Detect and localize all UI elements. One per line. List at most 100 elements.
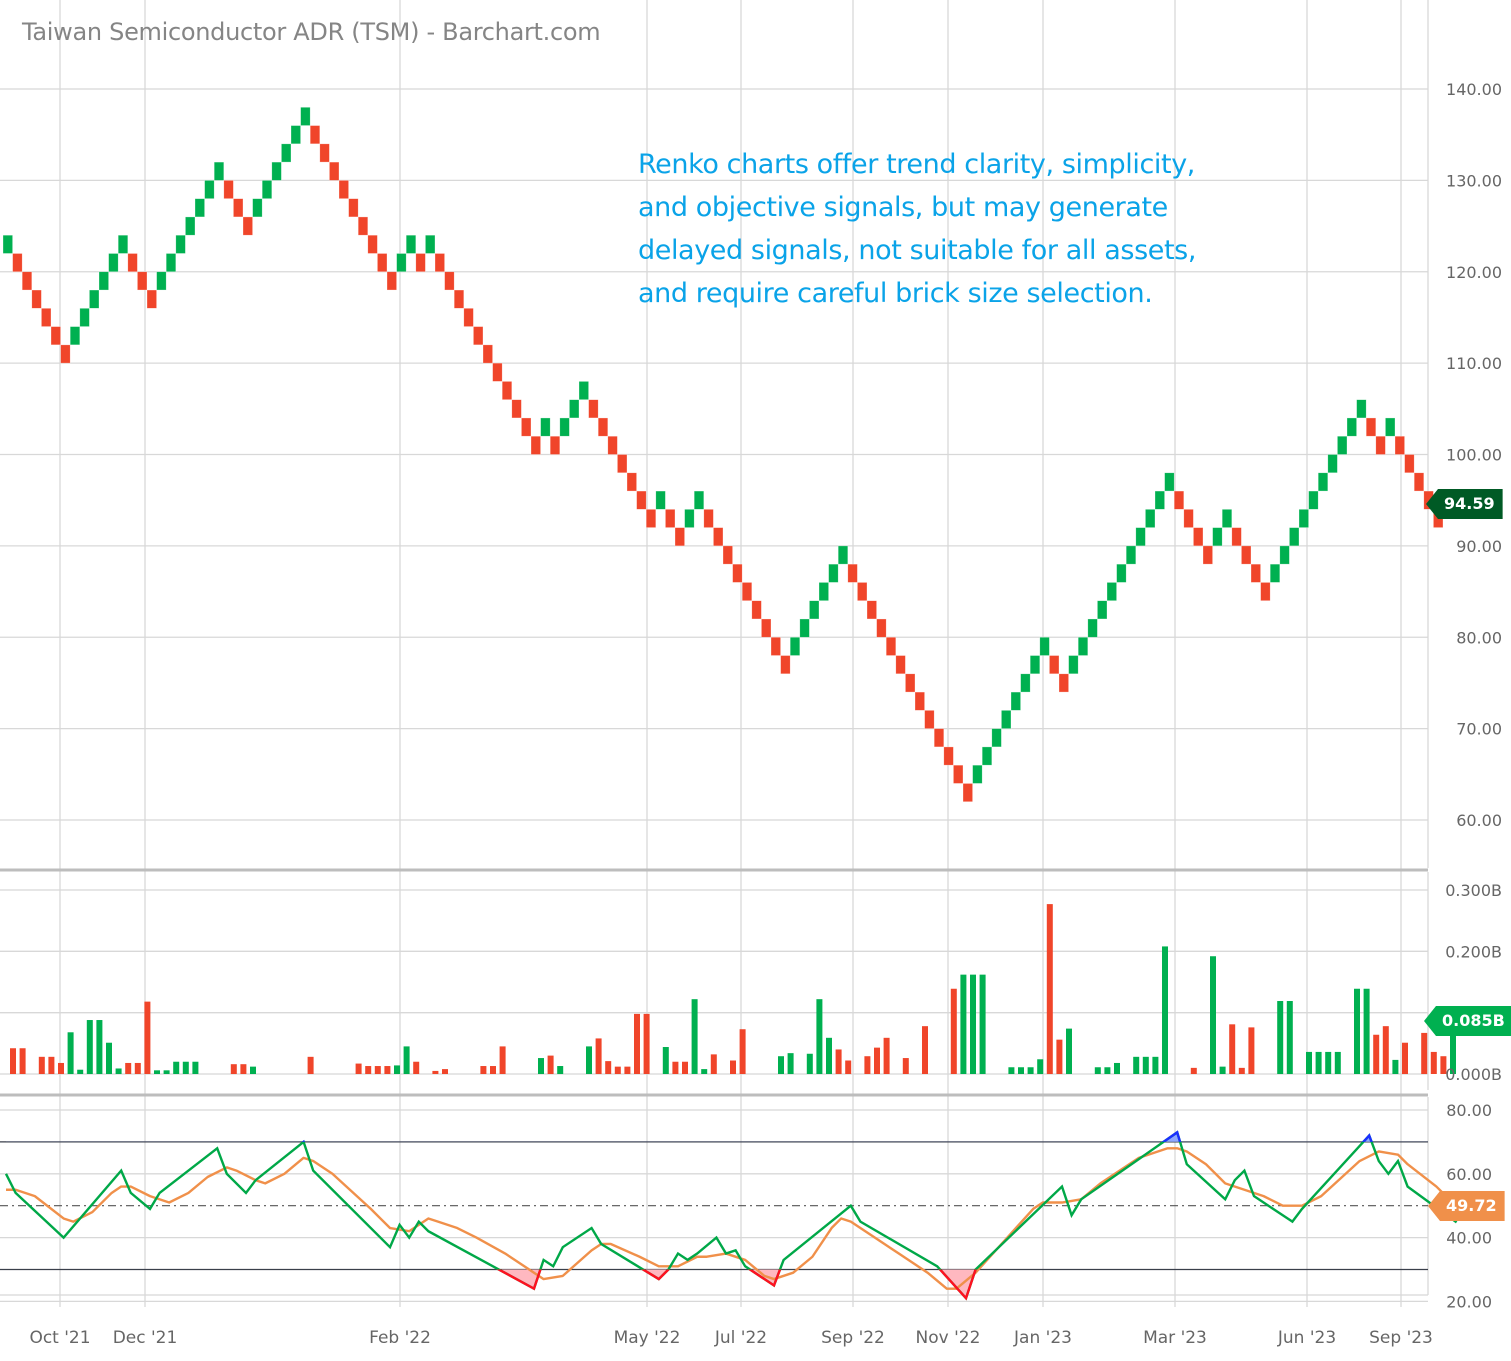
down-brick (588, 399, 599, 419)
rsi-panel (0, 1130, 1467, 1301)
volume-bar-up (1392, 1059, 1399, 1074)
volume-bar-up (1008, 1067, 1015, 1074)
volume-bar-up (67, 1032, 74, 1074)
up-brick (1087, 618, 1098, 638)
down-brick (530, 435, 541, 455)
rsi-overbought-segment (301, 1130, 1373, 1142)
up-brick (693, 490, 705, 510)
volume-bar-down (624, 1066, 631, 1074)
down-brick (21, 271, 33, 291)
up-brick (1298, 509, 1309, 528)
volume-bar-up (557, 1066, 564, 1074)
volume-bar-down (1373, 1034, 1380, 1074)
down-brick (309, 125, 321, 145)
down-brick (1365, 417, 1377, 437)
down-brick (1394, 435, 1405, 455)
down-brick (501, 381, 513, 400)
price-tick-label: 90.00 (1456, 537, 1502, 556)
volume-bar-up (586, 1046, 592, 1074)
down-brick (482, 344, 493, 364)
up-brick (281, 143, 292, 163)
up-brick (655, 490, 666, 510)
up-brick (1346, 417, 1357, 437)
up-brick (1154, 490, 1165, 510)
volume-bar-up (1133, 1056, 1140, 1074)
volume-bar-up (1094, 1067, 1101, 1074)
annotation-line: and require careful brick size selection… (638, 278, 1153, 309)
volume-bar-up (662, 1047, 669, 1074)
rsi-oversold-segment (496, 1269, 978, 1301)
up-brick (156, 271, 167, 291)
up-brick (252, 198, 263, 218)
up-brick (1135, 527, 1146, 547)
x-tick-label: Feb '22 (369, 1328, 431, 1348)
volume-bar-up (394, 1065, 400, 1074)
volume-bar-up (1306, 1051, 1312, 1074)
down-brick (233, 198, 244, 218)
up-brick (1145, 509, 1156, 528)
up-brick (569, 399, 580, 419)
down-brick (549, 435, 561, 455)
volume-bar-down (874, 1047, 880, 1074)
up-brick (175, 234, 186, 254)
volume-bar-down (902, 1058, 909, 1074)
volume-bar-down (614, 1066, 621, 1074)
volume-bar-up (1066, 1028, 1072, 1074)
up-brick (1097, 600, 1108, 620)
price-tick-label: 130.00 (1446, 171, 1502, 190)
x-tick-label: Sep '23 (1369, 1328, 1433, 1348)
volume-bar-up (1018, 1067, 1024, 1074)
up-brick (981, 746, 993, 766)
down-brick (329, 161, 340, 181)
down-brick (338, 180, 349, 199)
up-brick (396, 253, 407, 273)
up-brick (818, 582, 829, 601)
down-brick (741, 582, 753, 601)
x-tick-label: Oct '21 (29, 1328, 90, 1348)
grid-lines (0, 0, 1429, 1307)
down-brick (780, 655, 791, 675)
volume-tick-label: 0.200B (1445, 942, 1502, 961)
up-brick (1289, 527, 1300, 547)
down-brick (453, 289, 465, 309)
down-brick (444, 271, 455, 291)
volume-bar-down (1402, 1042, 1408, 1074)
up-brick (405, 234, 417, 254)
volume-bar-down (374, 1066, 381, 1074)
down-brick (1404, 454, 1415, 474)
rsi-tick-label: 60.00 (1446, 1165, 1492, 1184)
down-brick (962, 783, 973, 803)
up-brick (204, 180, 215, 199)
price-tick-label: 120.00 (1446, 263, 1502, 282)
up-brick (837, 545, 849, 565)
volume-bar-up (1334, 1051, 1341, 1074)
down-brick (1375, 435, 1386, 455)
up-brick (1039, 636, 1050, 656)
volume-bar-down (240, 1064, 247, 1074)
down-brick (607, 435, 618, 455)
volume-bar-down (442, 1069, 448, 1074)
volume-bar-down (1248, 1027, 1255, 1074)
volume-bar-up (1142, 1056, 1149, 1074)
down-brick (521, 417, 532, 437)
volume-bar-down (950, 988, 957, 1074)
down-brick (953, 764, 964, 784)
renko-bricks (2, 106, 1453, 803)
up-brick (799, 618, 810, 638)
down-brick (943, 746, 954, 766)
volume-bar-down (1229, 1024, 1236, 1074)
up-brick (261, 180, 273, 199)
volume-bar-down (19, 1048, 26, 1074)
volume-bar-up (173, 1061, 180, 1074)
volume-bar-up (1354, 988, 1360, 1074)
up-brick (79, 307, 90, 327)
volume-bar-up (77, 1069, 84, 1074)
up-brick (1327, 454, 1338, 474)
up-brick (1269, 563, 1281, 583)
down-brick (885, 636, 897, 656)
up-brick (185, 216, 196, 236)
up-brick (1077, 636, 1089, 656)
volume-bar-up (1363, 988, 1370, 1074)
volume-bar-down (499, 1046, 506, 1074)
